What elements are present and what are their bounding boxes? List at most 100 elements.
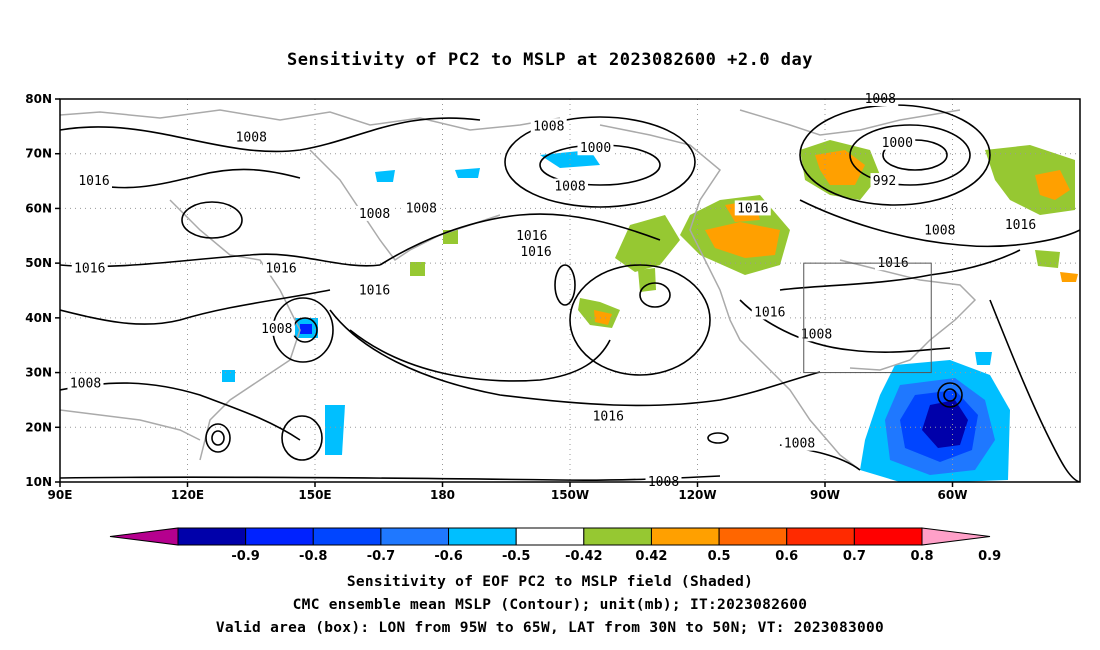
contour-label-bg	[356, 282, 393, 298]
contour-label: 1008	[533, 119, 564, 134]
contour-label: 1008	[261, 322, 292, 337]
colorbar-label: -0.7	[367, 549, 395, 564]
lat-tick-label: 40N	[25, 311, 52, 325]
lon-tick-label: 150W	[551, 488, 589, 502]
contour-label-bg	[577, 140, 614, 156]
shade-blue	[300, 324, 312, 334]
contour-label-bg	[356, 205, 393, 221]
colorbar-box	[380, 527, 450, 546]
shade-cyan	[975, 352, 992, 365]
contour-label-bg	[921, 222, 958, 238]
colorbar-box	[245, 527, 314, 546]
colorbar-label: 0.6	[775, 549, 798, 564]
caption-valid-area: Valid area (box): LON from 95W to 65W, L…	[215, 620, 885, 636]
latitude-axis: 80N 70N 60N 50N 40N 30N 20N 10N	[25, 92, 60, 489]
contour-label: 1008	[784, 437, 815, 452]
shade-cyan	[375, 170, 395, 182]
contour-label: 1016	[1005, 218, 1036, 233]
contour-label-bg	[263, 260, 299, 276]
contour-label-bg	[875, 255, 911, 271]
contour-label-bg	[751, 304, 788, 320]
contour-label: 1016	[593, 409, 624, 424]
lon-tick-label: 120E	[171, 488, 204, 502]
contour-label-bg	[76, 173, 112, 189]
contour-label-bg	[734, 200, 771, 216]
colorbar-label: -0.8	[299, 549, 327, 564]
lat-tick-label: 70N	[25, 147, 52, 161]
contour-label-bg	[870, 173, 899, 189]
contour-label: 1008	[70, 377, 101, 392]
colorbar-box	[853, 527, 923, 546]
contour-label-bg	[530, 118, 567, 134]
shade-cyan	[222, 370, 235, 382]
colorbar-label: 0.9	[978, 549, 1001, 564]
caption-shaded: Sensitivity of EOF PC2 to MSLP field (Sh…	[346, 574, 754, 590]
colorbar-label: 0.5	[708, 549, 731, 564]
contour-label-bg	[518, 244, 554, 260]
contour-label-bg	[552, 178, 588, 194]
colorbar-low-extend	[109, 527, 179, 546]
shade-orange	[1060, 272, 1078, 282]
colorbar-box	[312, 527, 382, 546]
contour-label-bg	[798, 326, 835, 342]
contour-label-bg	[258, 320, 295, 336]
contour-label: 1016	[359, 284, 390, 299]
colorbar-label: -0.9	[231, 549, 259, 564]
lon-tick-label: 60W	[938, 488, 968, 502]
colorbar: -0.9 -0.8 -0.7 -0.6 -0.5 -0.42 0.42 0.5 0.6 0.7 0.…	[109, 527, 1001, 564]
contour-label: 1016	[737, 201, 768, 216]
lat-tick-label: 30N	[25, 366, 52, 380]
contour-label: 1008	[554, 180, 585, 195]
contour-label: 1016	[265, 262, 296, 277]
contour-label: 1008	[924, 223, 955, 238]
lon-tick-label: 120W	[678, 488, 716, 502]
contour-label-bg	[233, 129, 270, 145]
contour-label-bg	[781, 435, 818, 451]
shade-orange	[815, 150, 865, 185]
lon-tick-label: 90E	[48, 488, 73, 502]
contour-label: 1008	[359, 207, 390, 222]
contour-label: 1000	[580, 141, 611, 156]
lat-tick-label: 50N	[25, 256, 52, 270]
contour-label: 1008	[406, 201, 437, 216]
lat-tick-label: 20N	[25, 420, 52, 434]
lon-tick-label: 90W	[810, 488, 840, 502]
contour-label-bg	[513, 227, 550, 243]
shade-orange	[1035, 170, 1070, 200]
shade-orange	[705, 222, 780, 258]
contour-label: 1016	[520, 245, 551, 260]
shade-darkblue	[922, 400, 968, 448]
contour-label-bg	[71, 260, 108, 276]
contour-label-bg	[1002, 216, 1039, 232]
valid-area-box	[803, 262, 932, 374]
lon-tick-label: 180	[430, 488, 455, 502]
lon-tick-label: 150E	[298, 488, 331, 502]
colorbar-box	[177, 527, 247, 546]
colorbar-label: 0.42	[635, 549, 667, 564]
contour-label: 1016	[754, 305, 785, 320]
sensitivity-shading	[222, 140, 1078, 482]
colorbar-box	[515, 527, 585, 546]
colorbar-box	[650, 527, 720, 546]
caption-contour: CMC ensemble mean MSLP (Contour); unit(m…	[292, 597, 808, 613]
shade-green	[410, 262, 425, 276]
colorbar-box	[718, 527, 788, 546]
shade-orange	[594, 310, 612, 325]
contour-label: 1000	[882, 136, 913, 151]
plot-title: Sensitivity of PC2 to MSLP at 2023082600…	[286, 50, 813, 70]
colorbar-label: 0.8	[910, 549, 933, 564]
shade-green	[1035, 250, 1060, 268]
colorbar-box	[786, 527, 855, 546]
shade-green	[638, 268, 656, 292]
lat-tick-label: 80N	[25, 92, 52, 106]
contour-label: 1016	[516, 229, 547, 244]
contour-label: 1016	[74, 262, 105, 277]
colorbar-label: -0.6	[434, 549, 462, 564]
colorbar-label: -0.42	[565, 549, 602, 564]
contour-label: 1016	[78, 174, 109, 189]
contour-label: 1008	[236, 130, 267, 145]
shade-cyan	[455, 168, 480, 178]
contour-label: 992	[873, 174, 896, 189]
